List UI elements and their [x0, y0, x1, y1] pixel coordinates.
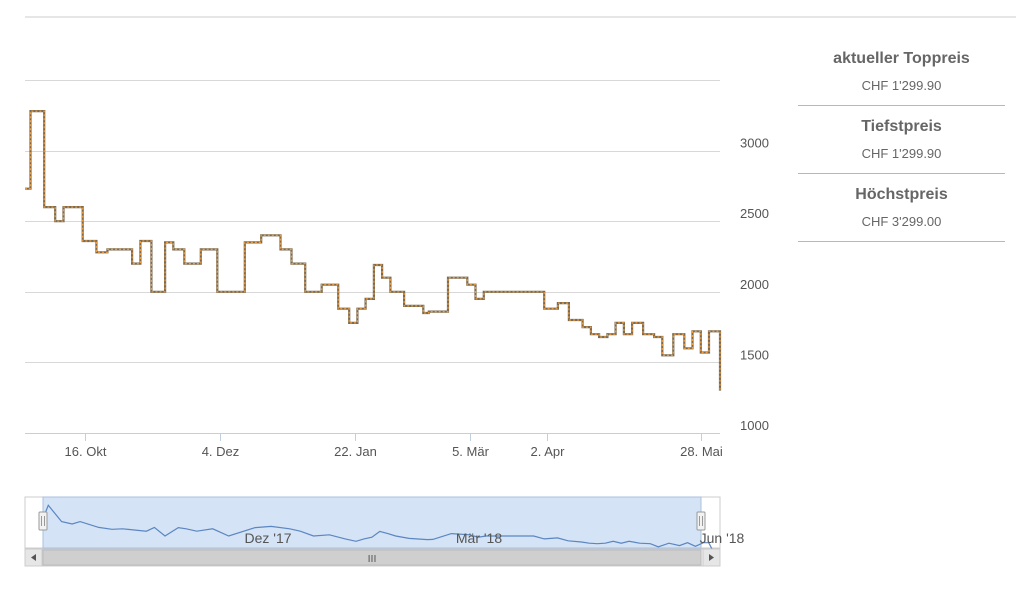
- stat-title: aktueller Toppreis: [833, 50, 970, 67]
- y-tick-label: 1500: [740, 347, 769, 362]
- navigator[interactable]: Dez '17 Mär '18 Jun '18 III: [24, 496, 745, 567]
- grid-lines: [25, 80, 720, 363]
- y-tick-label: 2500: [740, 206, 769, 221]
- x-tick-label: 16. Okt: [65, 444, 107, 459]
- stat-value: CHF 1'299.90: [861, 146, 942, 161]
- navigator-date-label: Jun '18: [700, 530, 745, 546]
- price-line: [25, 110, 722, 391]
- scrollbar-thumb[interactable]: [42, 549, 702, 566]
- navigator-date-label: Mär '18: [456, 530, 502, 546]
- x-tick-label: 5. Mär: [452, 444, 490, 459]
- stat-value: CHF 3'299.00: [861, 214, 942, 229]
- highest-price: Höchstpreis CHF 3'299.00: [798, 174, 1005, 242]
- y-tick-label: 1000: [740, 418, 769, 433]
- stat-title: Tiefstpreis: [861, 118, 942, 135]
- y-tick-label: 3000: [740, 136, 769, 151]
- navigator-handle-right[interactable]: [696, 511, 706, 531]
- current-top-price: aktueller Toppreis CHF 1'299.90: [798, 38, 1005, 106]
- arrow-left-icon: [31, 554, 36, 561]
- arrow-right-icon: [709, 554, 714, 561]
- y-tick-label: 2000: [740, 277, 769, 292]
- lowest-price: Tiefstpreis CHF 1'299.90: [798, 106, 1005, 174]
- navigator-date-label: Dez '17: [244, 530, 291, 546]
- x-tick-label: 28. Mai: [680, 444, 723, 459]
- x-tick-label: 22. Jan: [334, 444, 377, 459]
- scrollbar-grip: III: [368, 554, 377, 565]
- price-line-overlay: [25, 110, 721, 391]
- stat-value: CHF 1'299.90: [861, 78, 942, 93]
- x-tick-label: 2. Apr: [531, 444, 566, 459]
- navigator-selection[interactable]: [42, 496, 702, 549]
- navigator-handle-left[interactable]: [38, 511, 48, 531]
- y-axis: 1000 1500 2000 2500 3000: [740, 136, 769, 433]
- price-series: [25, 110, 722, 391]
- navigator-series: [42, 504, 715, 554]
- x-axis: 16. Okt 4. Dez 22. Jan 5. Mär 2. Apr 28. Mai: [25, 433, 723, 459]
- top-divider: [25, 16, 1016, 18]
- price-stats-panel: aktueller Toppreis CHF 1'299.90 Tiefstpr…: [798, 38, 1005, 242]
- stat-title: Höchstpreis: [855, 186, 948, 203]
- x-tick-label: 4. Dez: [202, 444, 240, 459]
